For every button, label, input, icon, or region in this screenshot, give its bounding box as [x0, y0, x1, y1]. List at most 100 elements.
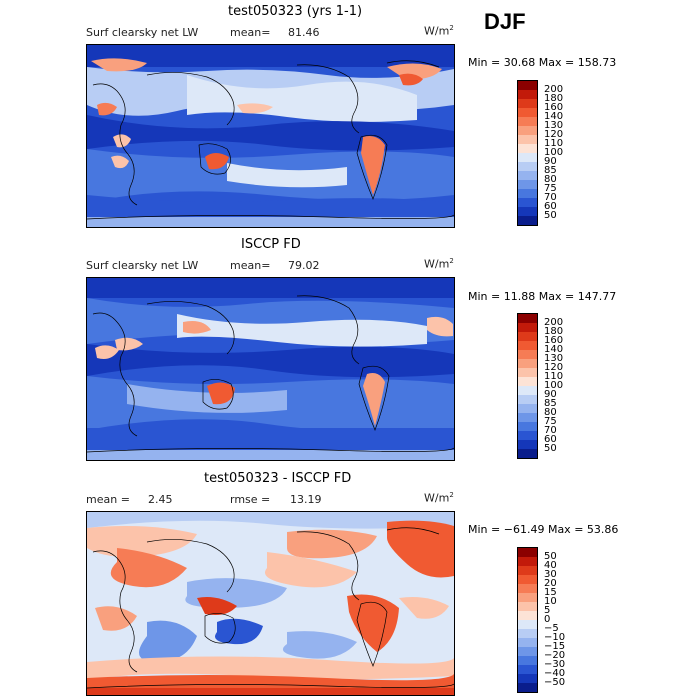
- colorbar-label: −20: [544, 650, 566, 661]
- colorbar-swatch: [518, 665, 537, 674]
- colorbar-swatch: [518, 377, 537, 386]
- panel-3-colorbar: 50 40 30 20 15 10 5 0 −5 −10 −15 −20 −30 −40 −50: [517, 547, 597, 694]
- colorbar-swatch: [518, 602, 537, 611]
- colorbar-swatch: [518, 404, 537, 413]
- colorbar-swatch: [518, 422, 537, 431]
- colorbar-swatch: [518, 198, 537, 207]
- colorbar-swatch: [518, 81, 537, 90]
- panel-3-title: test050323 - ISCCP FD: [204, 471, 352, 486]
- colorbar-swatch: [518, 323, 537, 332]
- panel-2-units: W/m2: [424, 257, 454, 271]
- panel-2-colorbar-swatches: [517, 313, 538, 459]
- panel-2-mean-value: 79.02: [288, 259, 320, 272]
- panel-2-mean-label: mean=: [230, 259, 271, 272]
- colorbar-label: 100: [544, 147, 564, 158]
- colorbar-label: −50: [544, 677, 566, 688]
- colorbar-swatch: [518, 216, 537, 225]
- colorbar-swatch: [518, 584, 537, 593]
- panel-3-rmse-label: rmse =: [230, 493, 271, 506]
- panel-1-field-label: Surf clearsky net LW: [86, 26, 199, 39]
- panel-2-map: [86, 277, 455, 461]
- colorbar-label: 15: [544, 587, 557, 598]
- panel-1-minmax: Min = 30.68 Max = 158.73: [468, 56, 617, 69]
- colorbar-swatch: [518, 189, 537, 198]
- colorbar-label: 30: [544, 569, 557, 580]
- season-label: DJF: [484, 9, 526, 34]
- colorbar-label: 50: [544, 551, 557, 562]
- panel-2-minmax: Min = 11.88 Max = 147.77: [468, 290, 617, 303]
- panel-1-map-field: [87, 45, 454, 227]
- colorbar-swatch: [518, 395, 537, 404]
- colorbar-label: 90: [544, 389, 557, 400]
- colorbar-label: 160: [544, 335, 564, 346]
- panel-3-minmax: Min = −61.49 Max = 53.86: [468, 523, 619, 536]
- colorbar-swatch: [518, 449, 537, 458]
- colorbar-swatch: [518, 575, 537, 584]
- colorbar-swatch: [518, 593, 537, 602]
- colorbar-label: 140: [544, 344, 564, 355]
- colorbar-swatch: [518, 108, 537, 117]
- colorbar-swatch: [518, 548, 537, 557]
- colorbar-label: 50: [544, 210, 557, 221]
- colorbar-swatch: [518, 440, 537, 449]
- colorbar-label: −15: [544, 641, 566, 652]
- panel-1-mean-label: mean=: [230, 26, 271, 39]
- colorbar-swatch: [518, 611, 537, 620]
- panel-3-mean-value: 2.45: [148, 493, 173, 506]
- colorbar-label: −30: [544, 659, 566, 670]
- colorbar-swatch: [518, 566, 537, 575]
- colorbar-label: 120: [544, 129, 564, 140]
- colorbar-label: 0: [544, 614, 551, 625]
- colorbar-swatch: [518, 99, 537, 108]
- colorbar-label: 160: [544, 102, 564, 113]
- colorbar-swatch: [518, 683, 537, 692]
- colorbar-label: 85: [544, 165, 557, 176]
- colorbar-label: 80: [544, 174, 557, 185]
- colorbar-swatch: [518, 341, 537, 350]
- colorbar-label: 75: [544, 416, 557, 427]
- colorbar-swatch: [518, 314, 537, 323]
- panel-1-colorbar-swatches: [517, 80, 538, 226]
- colorbar-label: 60: [544, 434, 557, 445]
- colorbar-swatch: [518, 144, 537, 153]
- panel-3-units: W/m2: [424, 491, 454, 505]
- colorbar-label: 20: [544, 578, 557, 589]
- colorbar-label: 50: [544, 443, 557, 454]
- colorbar-label: 200: [544, 317, 564, 328]
- colorbar-swatch: [518, 359, 537, 368]
- colorbar-label: 40: [544, 560, 557, 571]
- colorbar-swatch: [518, 171, 537, 180]
- colorbar-swatch: [518, 647, 537, 656]
- colorbar-label: 140: [544, 111, 564, 122]
- panel-1-map: [86, 44, 455, 228]
- colorbar-label: 100: [544, 380, 564, 391]
- colorbar-label: 120: [544, 362, 564, 373]
- colorbar-label: 130: [544, 120, 564, 131]
- colorbar-label: 60: [544, 201, 557, 212]
- colorbar-label: 180: [544, 326, 564, 337]
- colorbar-swatch: [518, 153, 537, 162]
- colorbar-swatch: [518, 557, 537, 566]
- colorbar-label: 180: [544, 93, 564, 104]
- panel-2-map-field: [87, 278, 454, 460]
- colorbar-swatch: [518, 620, 537, 629]
- panel-3-map-field: [87, 512, 454, 695]
- colorbar-swatch: [518, 674, 537, 683]
- colorbar-label: 5: [544, 605, 551, 616]
- colorbar-swatch: [518, 135, 537, 144]
- panel-1-units: W/m2: [424, 24, 454, 38]
- colorbar-label: −10: [544, 632, 566, 643]
- panel-1-colorbar: 200 180 160 140 130 120 110 100 90 85 80 75 70 60 50: [517, 80, 597, 226]
- panel-1-mean-value: 81.46: [288, 26, 320, 39]
- panel-3-colorbar-swatches: [517, 547, 538, 693]
- panel-1-title: test050323 (yrs 1-1): [228, 4, 363, 19]
- colorbar-label: −40: [544, 668, 566, 679]
- colorbar-swatch: [518, 638, 537, 647]
- colorbar-swatch: [518, 386, 537, 395]
- colorbar-swatch: [518, 413, 537, 422]
- colorbar-label: 200: [544, 84, 564, 95]
- panel-3-mean-label: mean =: [86, 493, 130, 506]
- colorbar-swatch: [518, 180, 537, 189]
- colorbar-swatch: [518, 332, 537, 341]
- panel-2-field-label: Surf clearsky net LW: [86, 259, 199, 272]
